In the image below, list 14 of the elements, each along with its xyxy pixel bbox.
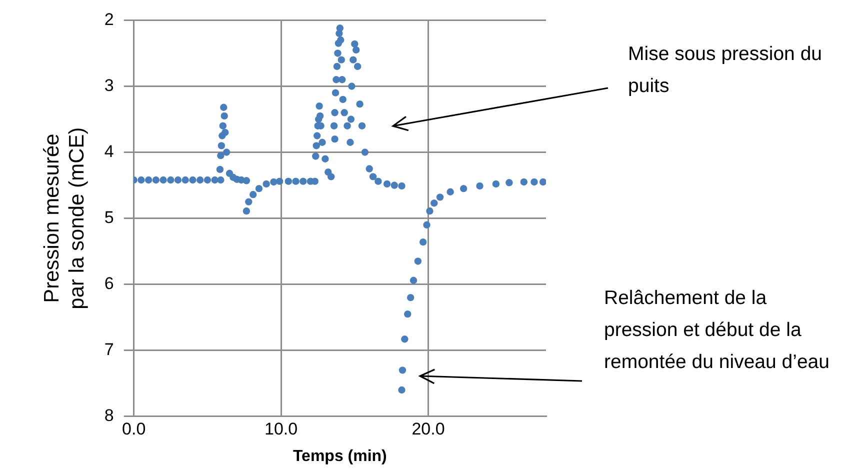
x-tick-label: 10.0 [264,419,298,438]
text: Relâchement de la pression et début de la remontée du niveau d’eau [604,286,830,375]
x-axis-title: Temps (min) [292,448,387,465]
y-tick-label: 2 [104,10,114,29]
y-tick-label: 8 [104,406,114,426]
y-tick-label: 5 [104,208,114,227]
y-tick-label: 3 [104,76,114,95]
text: Mise sous pression du puits [628,42,824,99]
x-tick-label: 0.0 [122,419,146,438]
y-tick-label: 7 [104,340,114,360]
y-axis-title: Pression mesurée par la sonde (mCE) [40,127,89,310]
y-tick-label: 4 [104,142,114,161]
x-tick-label: 20.0 [412,419,445,438]
y-tick-label: 6 [104,274,114,294]
